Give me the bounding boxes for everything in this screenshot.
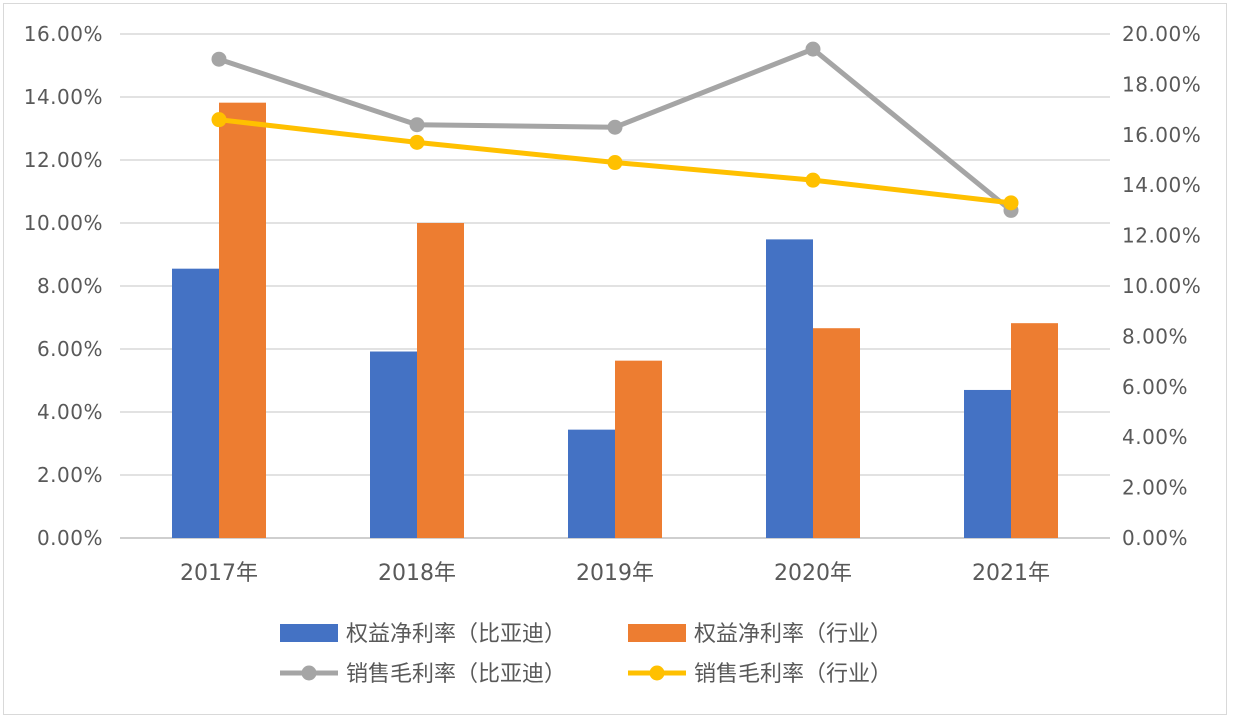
- line-point: [607, 119, 623, 135]
- line-point: [211, 51, 227, 67]
- bar: [417, 223, 464, 538]
- line-point: [1003, 195, 1019, 211]
- y-left-tick-label: 2.00%: [37, 463, 103, 487]
- x-tick-label: 2019年: [576, 561, 654, 586]
- y-right-tick-label: 10.00%: [1122, 274, 1201, 298]
- x-tick-label: 2021年: [972, 561, 1050, 586]
- legend-label: 销售毛利率（行业）: [694, 662, 892, 687]
- y-axis-left: 0.00% 2.00% 4.00% 6.00% 8.00% 10.00% 12.00% 14.…: [24, 22, 103, 550]
- line-series: [211, 41, 1019, 218]
- line-point: [805, 41, 821, 57]
- legend-swatch-marker: [649, 665, 665, 681]
- gridlines: [120, 33, 1110, 539]
- bar: [813, 328, 860, 538]
- bar: [568, 429, 615, 538]
- y-left-tick-label: 6.00%: [37, 337, 103, 361]
- legend-label: 销售毛利率（比亚迪）: [346, 662, 566, 687]
- line-point: [607, 155, 623, 171]
- legend-swatch: [628, 624, 686, 642]
- bar: [615, 360, 662, 538]
- y-left-tick-label: 4.00%: [37, 400, 103, 424]
- y-left-tick-label: 16.00%: [24, 22, 103, 46]
- y-left-tick-label: 8.00%: [37, 274, 103, 298]
- x-tick-label: 2017年: [180, 561, 258, 586]
- y-right-tick-label: 20.00%: [1122, 22, 1201, 46]
- legend-swatch: [280, 624, 338, 642]
- line-point: [409, 117, 425, 133]
- line-point: [805, 172, 821, 188]
- legend-label: 权益净利率（比亚迪）: [346, 622, 566, 647]
- y-right-tick-label: 12.00%: [1122, 224, 1201, 248]
- y-left-tick-label: 10.00%: [24, 211, 103, 235]
- y-axis-right: 0.00% 2.00% 4.00% 6.00% 8.00% 10.00% 12.00% 14.…: [1122, 22, 1201, 550]
- y-right-tick-label: 2.00%: [1122, 476, 1188, 500]
- bar: [1011, 323, 1058, 538]
- bar: [370, 351, 417, 538]
- line-point: [409, 134, 425, 150]
- bar: [964, 389, 1011, 538]
- y-left-tick-label: 0.00%: [37, 526, 103, 550]
- y-right-tick-label: 4.00%: [1122, 425, 1188, 449]
- y-right-tick-label: 18.00%: [1122, 72, 1201, 96]
- bar: [172, 268, 219, 538]
- y-right-tick-label: 16.00%: [1122, 123, 1201, 147]
- bar: [219, 102, 266, 539]
- y-right-tick-label: 0.00%: [1122, 526, 1188, 550]
- legend: 权益净利率（比亚迪） 权益净利率（行业） 销售毛利率（比亚迪） 销售毛利率（行业）: [280, 622, 892, 687]
- y-right-tick-label: 14.00%: [1122, 173, 1201, 197]
- x-tick-label: 2018年: [378, 561, 456, 586]
- bar: [766, 239, 813, 538]
- bar-series: [172, 102, 1058, 539]
- y-left-tick-label: 14.00%: [24, 85, 103, 109]
- x-axis: 2017年 2018年 2019年 2020年 2021年: [180, 561, 1050, 586]
- x-tick-label: 2020年: [774, 561, 852, 586]
- legend-label: 权益净利率（行业）: [694, 622, 892, 647]
- y-left-tick-label: 12.00%: [24, 148, 103, 172]
- line-point: [211, 112, 227, 128]
- y-right-tick-label: 8.00%: [1122, 324, 1188, 348]
- legend-swatch-marker: [301, 665, 317, 681]
- y-right-tick-label: 6.00%: [1122, 375, 1188, 399]
